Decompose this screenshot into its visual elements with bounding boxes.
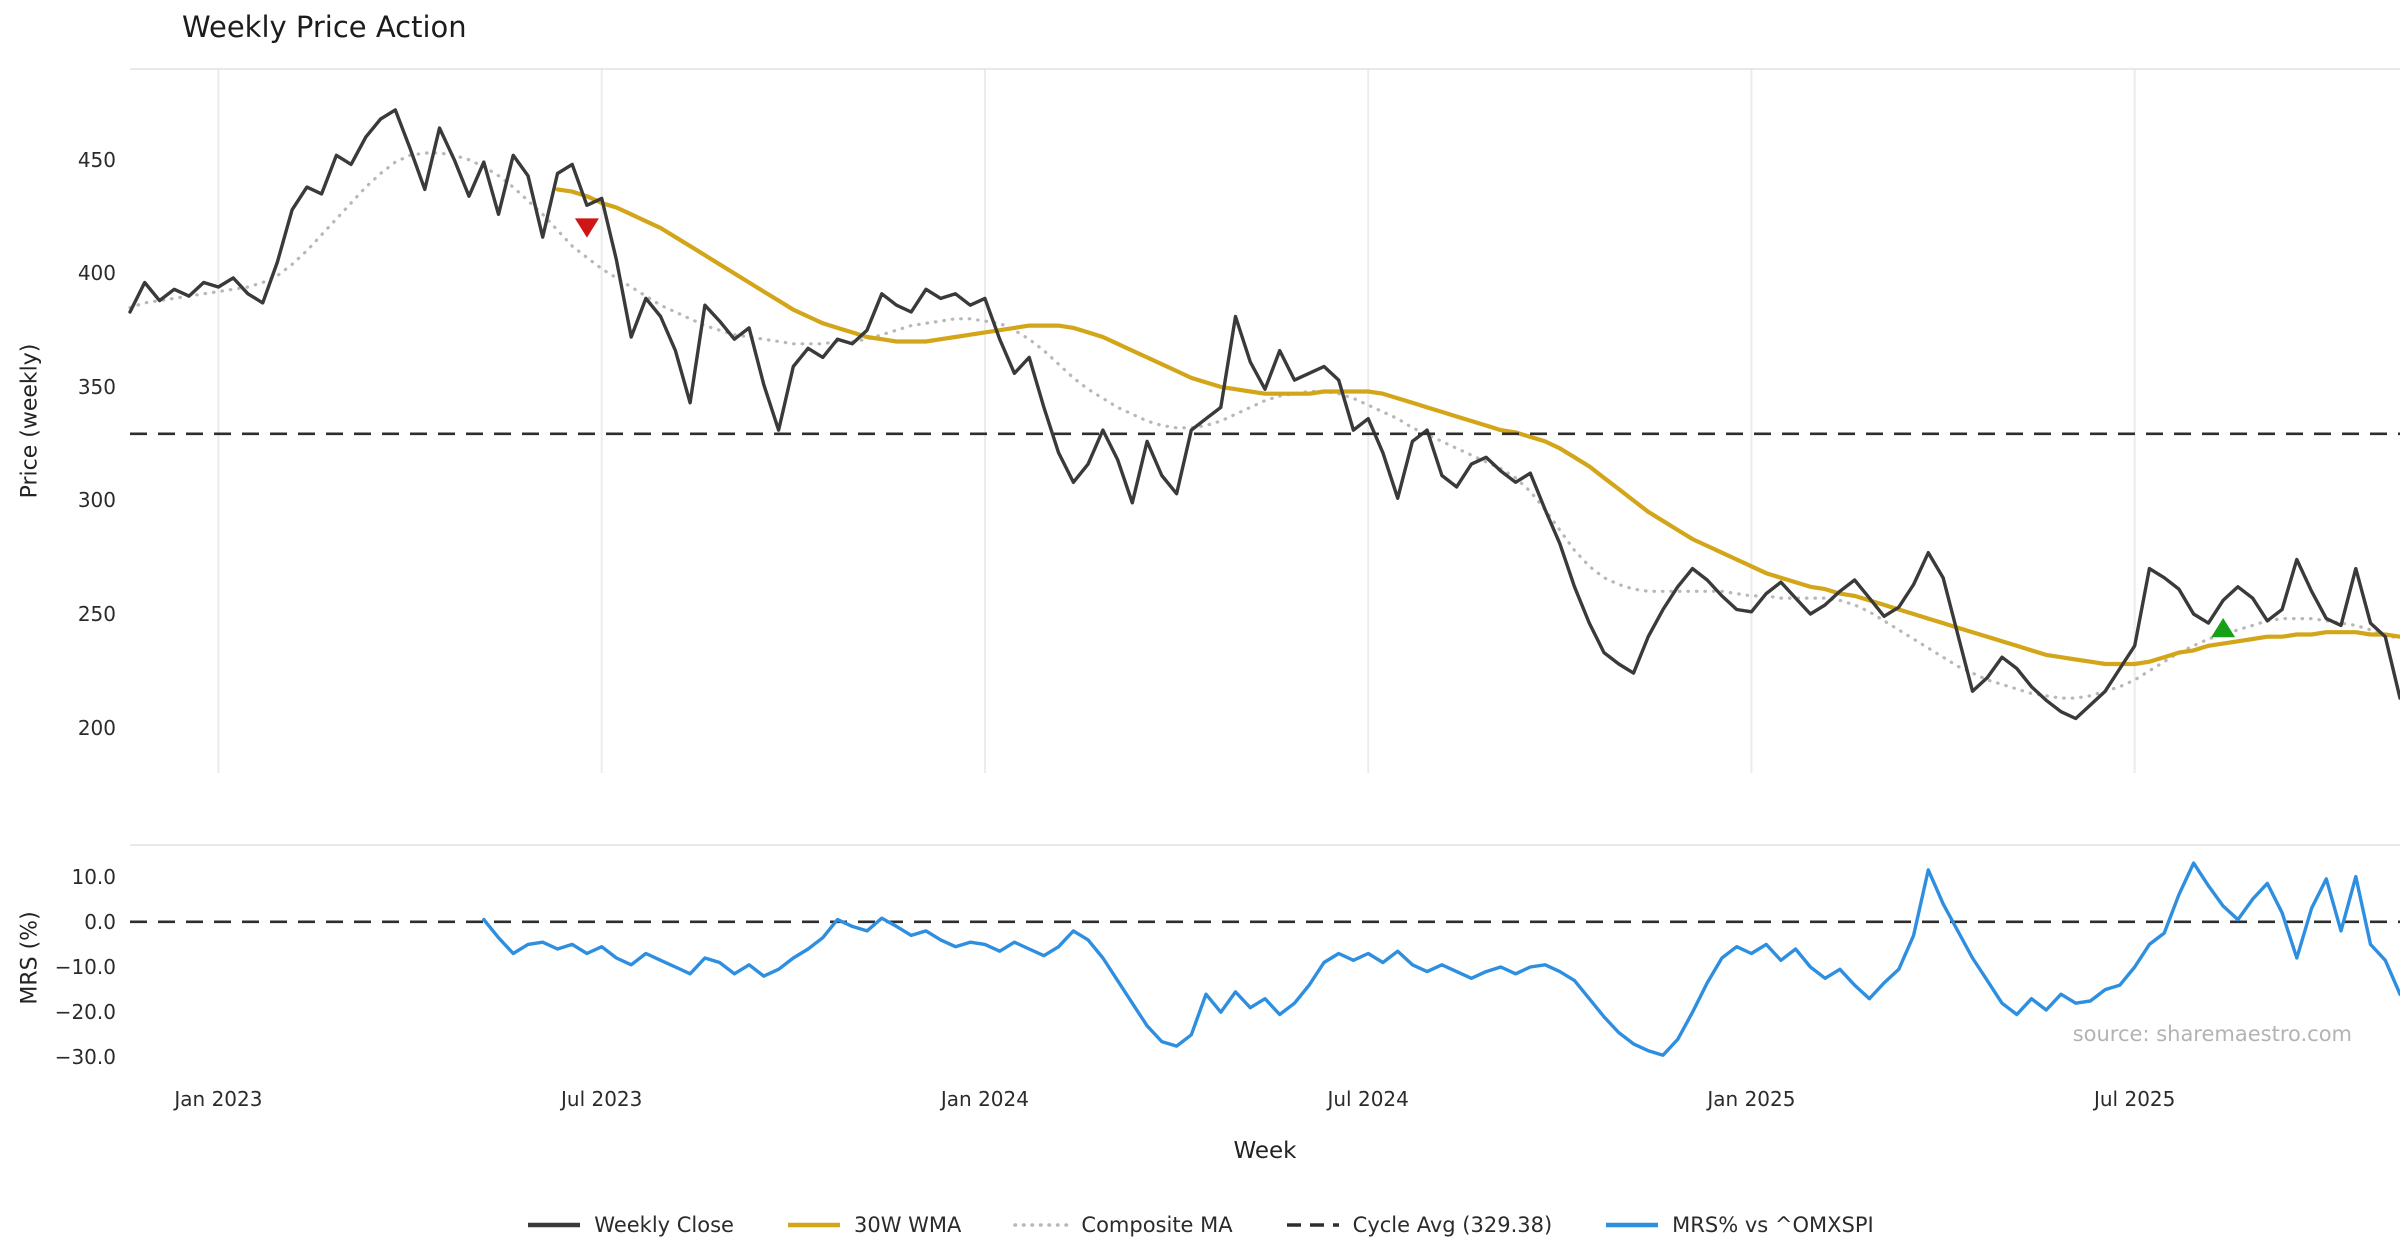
price-y-tick-label: 200 bbox=[77, 715, 116, 740]
price-y-tick-label: 300 bbox=[77, 488, 116, 513]
weekly-close bbox=[128, 108, 2400, 721]
legend-label-weekly-close: Weekly Close bbox=[594, 1213, 734, 1237]
price-y-tick-label: 350 bbox=[77, 374, 116, 399]
price-y-tick-label: 400 bbox=[77, 261, 116, 286]
mrs-line-swatch bbox=[1606, 1222, 1659, 1228]
x-tick-label: Jan 2024 bbox=[940, 1087, 1029, 1111]
source-attribution: source: sharemaestro.com bbox=[2072, 1022, 2352, 1046]
x-tick-label: Jan 2023 bbox=[174, 1087, 263, 1111]
cycle-avg-line-swatch bbox=[1286, 1223, 1339, 1227]
legend-label-mrs: MRS% vs ^OMXSPI bbox=[1672, 1213, 1874, 1237]
mrs-y-tick-label: −30.0 bbox=[54, 1045, 116, 1070]
x-tick-label: Jul 2023 bbox=[560, 1087, 643, 1111]
mrs-y-tick-label: −10.0 bbox=[54, 955, 116, 980]
legend-label-composite-ma: Composite MA bbox=[1081, 1213, 1233, 1237]
price-y-tick-label: 450 bbox=[77, 147, 116, 172]
x-tick-label: Jul 2025 bbox=[2093, 1087, 2176, 1111]
buy-signal-marker bbox=[2211, 618, 2236, 638]
x-tick-label: Jan 2025 bbox=[1707, 1087, 1796, 1111]
price-axis-label: Price (weekly) bbox=[17, 343, 43, 499]
legend-item-cycle-avg: Cycle Avg (329.38) bbox=[1285, 1213, 1553, 1237]
legend-item-composite-ma: Composite MA bbox=[1013, 1213, 1233, 1237]
legend-item-weekly-close: Weekly Close bbox=[526, 1213, 734, 1237]
composite-ma-line-swatch bbox=[1013, 1223, 1070, 1227]
wma-30w bbox=[555, 187, 2400, 667]
chart-title: Weekly Price Action bbox=[182, 10, 467, 44]
legend-label-cycle-avg: Cycle Avg (329.38) bbox=[1352, 1213, 1553, 1237]
mrs-line bbox=[482, 861, 2400, 1057]
mrs-y-tick-label: 10.0 bbox=[71, 864, 116, 889]
mrs-y-tick-label: −20.0 bbox=[54, 1000, 116, 1025]
chart-legend: Weekly Close 30W WMA Composite MA Cycle … bbox=[0, 1213, 2400, 1237]
legend-item-30w-wma: 30W WMA bbox=[786, 1213, 961, 1237]
legend-item-mrs: MRS% vs ^OMXSPI bbox=[1604, 1213, 1874, 1237]
mrs-y-tick-label: 0.0 bbox=[84, 909, 116, 934]
legend-label-30w-wma: 30W WMA bbox=[853, 1213, 962, 1237]
price-y-tick-label: 250 bbox=[77, 602, 116, 627]
x-tick-label: Jul 2024 bbox=[1327, 1087, 1409, 1111]
wma-line-swatch bbox=[787, 1222, 840, 1228]
sell-signal-marker bbox=[574, 218, 599, 238]
weekly-close-line-swatch bbox=[528, 1222, 581, 1228]
x-axis-label: Week bbox=[1233, 1138, 1297, 1164]
composite-ma bbox=[128, 151, 2400, 700]
